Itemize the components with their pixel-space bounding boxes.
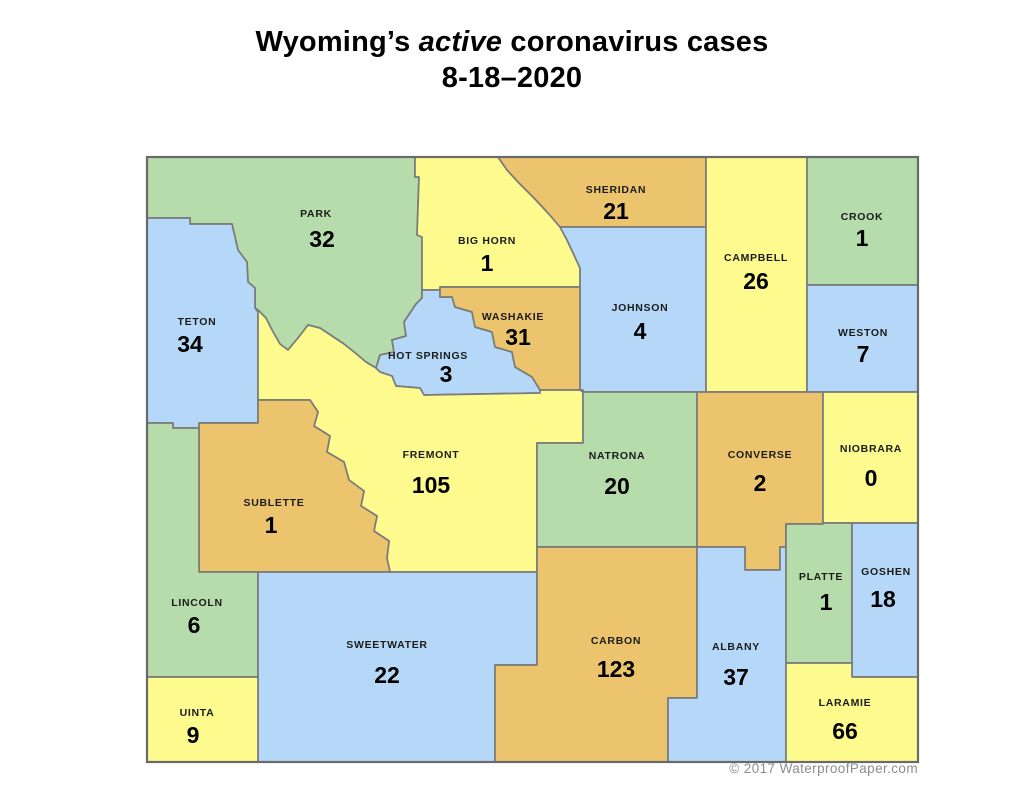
county-weston-cases: 7 bbox=[857, 341, 870, 367]
county-carbon-label: CARBON bbox=[591, 635, 641, 647]
county-teton: TETON 34 bbox=[146, 217, 259, 429]
county-park-label: PARK bbox=[300, 208, 332, 220]
county-johnson-label: JOHNSON bbox=[612, 302, 669, 314]
county-johnson-cases: 4 bbox=[634, 318, 647, 344]
title-suffix: coronavirus cases bbox=[502, 26, 769, 58]
county-campbell-cases: 26 bbox=[743, 268, 769, 294]
county-sheridan-label: SHERIDAN bbox=[586, 184, 646, 196]
county-johnson: JOHNSON 4 bbox=[559, 226, 707, 393]
county-lincoln: LINCOLN 6 bbox=[146, 422, 259, 678]
county-carbon-cases: 123 bbox=[597, 656, 635, 682]
county-weston: WESTON 7 bbox=[806, 284, 919, 393]
county-big-horn-label: BIG HORN bbox=[458, 235, 516, 247]
county-goshen-cases: 18 bbox=[870, 586, 896, 612]
county-sheridan-cases: 21 bbox=[603, 198, 629, 224]
county-teton-label: TETON bbox=[178, 316, 217, 328]
title-prefix: Wyoming’s bbox=[255, 26, 419, 58]
county-campbell: CAMPBELL 26 bbox=[705, 156, 808, 393]
county-big-horn-cases: 1 bbox=[481, 250, 494, 276]
county-niobrara-label: NIOBRARA bbox=[840, 443, 902, 455]
county-washakie-label: WASHAKIE bbox=[482, 311, 544, 323]
county-platte-label: PLATTE bbox=[799, 571, 843, 583]
county-crook-label: CROOK bbox=[841, 211, 884, 223]
county-uinta-cases: 9 bbox=[187, 722, 200, 748]
county-niobrara: NIOBRARA 0 bbox=[822, 391, 919, 524]
county-sweetwater-cases: 22 bbox=[374, 662, 400, 688]
county-crook-cases: 1 bbox=[856, 225, 869, 251]
county-laramie-label: LARAMIE bbox=[819, 697, 872, 709]
county-laramie-shape bbox=[785, 662, 919, 763]
state-border bbox=[145, 155, 920, 764]
copyright-notice: © 2017 WaterproofPaper.com bbox=[729, 761, 918, 776]
county-natrona-cases: 20 bbox=[604, 473, 630, 499]
county-uinta-shape bbox=[146, 676, 259, 763]
county-fremont-cases: 105 bbox=[412, 472, 451, 498]
county-fremont: FREMONT 105 bbox=[257, 309, 584, 573]
county-hot-springs-label: HOT SPRINGS bbox=[388, 350, 468, 362]
county-park-cases: 32 bbox=[309, 226, 335, 252]
county-niobrara-cases: 0 bbox=[865, 465, 878, 491]
county-platte: PLATTE 1 bbox=[785, 522, 853, 664]
county-uinta: UINTA 9 bbox=[146, 676, 259, 763]
county-lincoln-label: LINCOLN bbox=[171, 597, 223, 609]
county-goshen: GOSHEN 18 bbox=[851, 522, 919, 678]
county-natrona: NATRONA 20 bbox=[536, 391, 698, 548]
page-title: Wyoming’s active coronavirus cases 8-18–… bbox=[0, 24, 1024, 96]
county-sublette-shape bbox=[198, 399, 391, 573]
county-hot-springs-cases: 3 bbox=[440, 361, 453, 387]
county-sublette-label: SUBLETTE bbox=[243, 497, 304, 509]
county-converse-cases: 2 bbox=[754, 470, 767, 496]
county-weston-label: WESTON bbox=[838, 327, 888, 339]
title-date: 8-18–2020 bbox=[441, 62, 583, 94]
county-fremont-label: FREMONT bbox=[403, 449, 460, 461]
county-albany-cases: 37 bbox=[723, 664, 749, 690]
county-uinta-label: UINTA bbox=[180, 707, 215, 719]
county-laramie-cases: 66 bbox=[832, 718, 858, 744]
county-goshen-label: GOSHEN bbox=[861, 566, 911, 578]
county-niobrara-shape bbox=[822, 391, 919, 524]
county-sublette: SUBLETTE 1 bbox=[198, 399, 391, 573]
county-crook: CROOK 1 bbox=[806, 156, 919, 286]
title-line-1: Wyoming’s active coronavirus cases bbox=[0, 24, 1024, 60]
title-emphasis: active bbox=[418, 26, 503, 58]
county-sublette-cases: 1 bbox=[265, 512, 278, 538]
county-platte-cases: 1 bbox=[820, 589, 833, 615]
county-natrona-label: NATRONA bbox=[589, 450, 646, 462]
county-campbell-label: CAMPBELL bbox=[724, 252, 788, 264]
county-sweetwater-label: SWEETWATER bbox=[346, 639, 427, 651]
county-teton-cases: 34 bbox=[177, 331, 203, 357]
county-albany-label: ALBANY bbox=[712, 641, 760, 653]
county-washakie-cases: 31 bbox=[505, 324, 531, 350]
county-lincoln-cases: 6 bbox=[188, 612, 201, 638]
county-laramie: LARAMIE 66 bbox=[785, 662, 919, 763]
county-converse-label: CONVERSE bbox=[728, 449, 793, 461]
